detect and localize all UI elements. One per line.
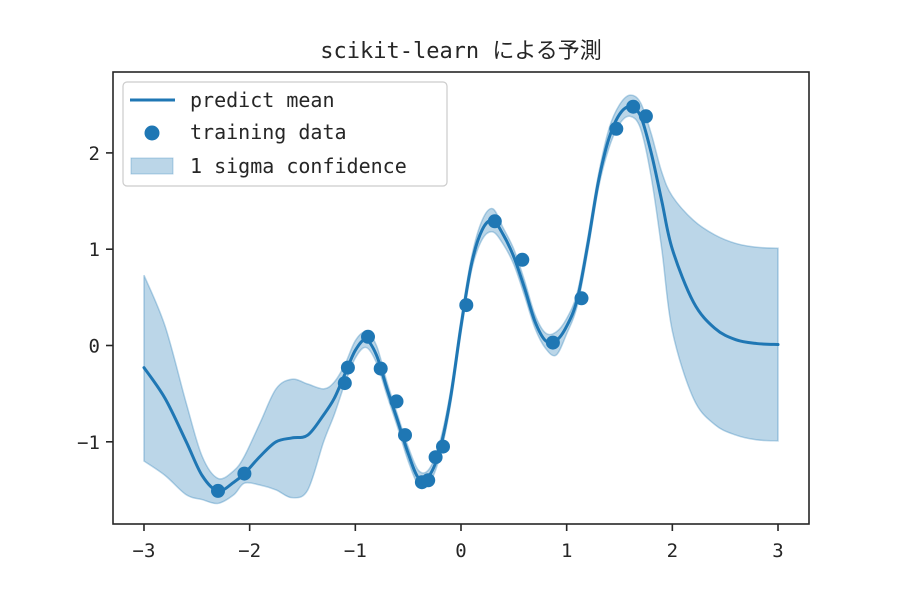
- legend-label-training-data: training data: [190, 120, 347, 144]
- x-axis-ticks: −3 −2 −1 0 1 2 3: [133, 524, 784, 562]
- legend-marker-swatch: [144, 125, 160, 141]
- training-data-point: [515, 252, 530, 267]
- y-tick-label: 1: [89, 239, 100, 261]
- y-tick-label: 2: [89, 143, 100, 165]
- x-tick-label: −3: [133, 540, 156, 562]
- training-data-point: [626, 99, 641, 114]
- training-data-point: [436, 439, 450, 454]
- x-tick-label: −2: [238, 540, 261, 562]
- training-data-points: [211, 99, 653, 498]
- x-tick-label: 0: [455, 540, 466, 562]
- training-data-point: [487, 214, 502, 229]
- y-tick-label: 0: [89, 336, 100, 358]
- training-data-point: [398, 428, 412, 443]
- training-data-point: [361, 329, 375, 344]
- training-data-point: [337, 376, 352, 391]
- x-tick-label: 2: [667, 540, 678, 562]
- plot-area: [142, 94, 780, 505]
- y-tick-label: −1: [77, 432, 100, 454]
- training-data-point: [459, 298, 474, 313]
- training-data-point: [428, 450, 443, 465]
- training-data-point: [211, 483, 225, 498]
- training-data-point: [373, 361, 388, 376]
- legend: predict mean training data 1 sigma confi…: [122, 81, 448, 187]
- x-tick-label: 1: [561, 540, 572, 562]
- legend-label-confidence: 1 sigma confidence: [190, 154, 407, 178]
- training-data-point: [638, 109, 653, 124]
- legend-box: [122, 81, 448, 187]
- training-data-point: [574, 291, 589, 306]
- training-data-point: [389, 394, 404, 409]
- training-data-point: [421, 473, 436, 488]
- chart-title: scikit-learn による予測: [320, 39, 602, 64]
- training-data-point: [340, 360, 355, 375]
- training-data-point: [545, 335, 560, 350]
- legend-patch-swatch: [130, 157, 174, 175]
- x-tick-label: 3: [772, 540, 783, 562]
- legend-label-predict-mean: predict mean: [190, 88, 335, 112]
- training-data-point: [237, 466, 252, 481]
- y-axis-ticks: −1 0 1 2: [77, 143, 113, 454]
- training-data-point: [609, 121, 624, 136]
- x-tick-label: −1: [344, 540, 367, 562]
